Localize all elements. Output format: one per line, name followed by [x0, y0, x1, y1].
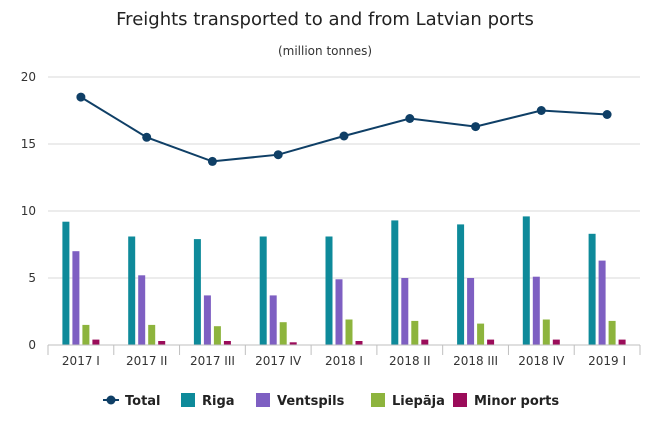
bar-ventspils [138, 275, 146, 345]
bar-liep-ja [213, 326, 221, 345]
bar-liep-ja [148, 324, 156, 345]
line-total [80, 96, 608, 163]
grid-layer: 0 5 10 15 20 [21, 70, 640, 352]
bar-liep-ja [345, 319, 353, 345]
bar-riga [457, 224, 465, 345]
legend-item-ventspils[interactable]: Ventspils [256, 393, 345, 409]
x-axis: 2017 I 2017 II 2017 III 2017 IV 2018 I 2018 I… [47, 344, 641, 368]
y-tick-label: 5 [28, 271, 36, 285]
y-tick-label: 15 [21, 137, 36, 151]
bar-ventspils [598, 260, 606, 345]
bar-riga [128, 236, 136, 345]
bar-minor-ports [487, 339, 495, 345]
bar-liep-ja [82, 324, 90, 345]
bar-liep-ja [542, 319, 550, 345]
chart-subtitle: (million tonnes) [278, 44, 372, 58]
legend-label: Ventspils [277, 394, 345, 409]
legend-item-liep-ja[interactable]: Liepāja [371, 393, 445, 409]
legend-item-minor-ports[interactable]: Minor ports [453, 393, 559, 409]
legend[interactable]: Total Riga Ventspils Liepāja Minor ports [103, 393, 559, 409]
bar-minor-ports [618, 339, 626, 345]
bar-liep-ja [608, 320, 616, 345]
legend-swatch [371, 393, 385, 407]
y-tick-label: 10 [21, 204, 36, 218]
legend-swatch [181, 393, 195, 407]
y-tick-label: 20 [21, 70, 36, 84]
legend-swatch [453, 393, 467, 407]
bar-minor-ports [552, 339, 560, 345]
bar-ventspils [532, 276, 540, 345]
bar-ventspils [335, 279, 343, 345]
point-total [471, 122, 481, 132]
x-tick-label: 2019 I [588, 354, 626, 368]
point-total [273, 150, 283, 160]
x-tick-label: 2018 II [389, 354, 430, 368]
bar-ventspils [401, 278, 409, 345]
bar-minor-ports [92, 339, 100, 345]
bar-ventspils [72, 251, 80, 345]
point-total [142, 132, 152, 142]
point-total [536, 106, 546, 115]
x-tick-label: 2018 IV [518, 354, 565, 368]
bar-minor-ports [158, 341, 166, 345]
bar-liep-ja [279, 322, 287, 345]
x-tick-label: 2017 IV [255, 354, 302, 368]
legend-point-symbol [106, 395, 116, 405]
line-layer [76, 92, 612, 166]
bar-liep-ja [411, 320, 419, 345]
legend-label: Total [125, 394, 161, 409]
legend-label: Liepāja [392, 394, 445, 409]
bar-riga [588, 233, 596, 345]
x-tick-label: 2017 I [62, 354, 100, 368]
bar-minor-ports [289, 342, 297, 345]
point-total [76, 92, 86, 102]
point-total [602, 110, 612, 119]
legend-item-total[interactable]: Total [103, 394, 161, 409]
bars-layer [62, 216, 626, 345]
x-tick-label: 2018 I [325, 354, 363, 368]
bar-minor-ports [421, 339, 429, 345]
x-tick-label: 2017 II [126, 354, 167, 368]
point-total [339, 131, 349, 141]
x-tick-label: 2018 III [453, 354, 498, 368]
chart-title: Freights transported to and from Latvian… [116, 9, 534, 30]
legend-swatch [256, 393, 270, 407]
bar-ventspils [269, 295, 277, 345]
bar-riga [193, 239, 201, 345]
y-tick-label: 0 [28, 338, 36, 352]
bar-minor-ports [223, 341, 231, 345]
point-total [405, 114, 415, 123]
bar-liep-ja [477, 323, 485, 345]
bar-ventspils [467, 278, 475, 345]
bar-riga [325, 236, 333, 345]
bar-minor-ports [355, 341, 363, 345]
bar-riga [62, 221, 70, 345]
legend-label: Riga [202, 394, 235, 409]
legend-item-riga[interactable]: Riga [181, 393, 235, 409]
x-tick-label: 2017 III [190, 354, 235, 368]
bar-riga [259, 236, 267, 345]
point-total [207, 156, 217, 166]
bar-riga [391, 220, 399, 345]
bar-ventspils [203, 295, 211, 345]
bar-riga [522, 216, 530, 345]
legend-label: Minor ports [474, 394, 559, 409]
